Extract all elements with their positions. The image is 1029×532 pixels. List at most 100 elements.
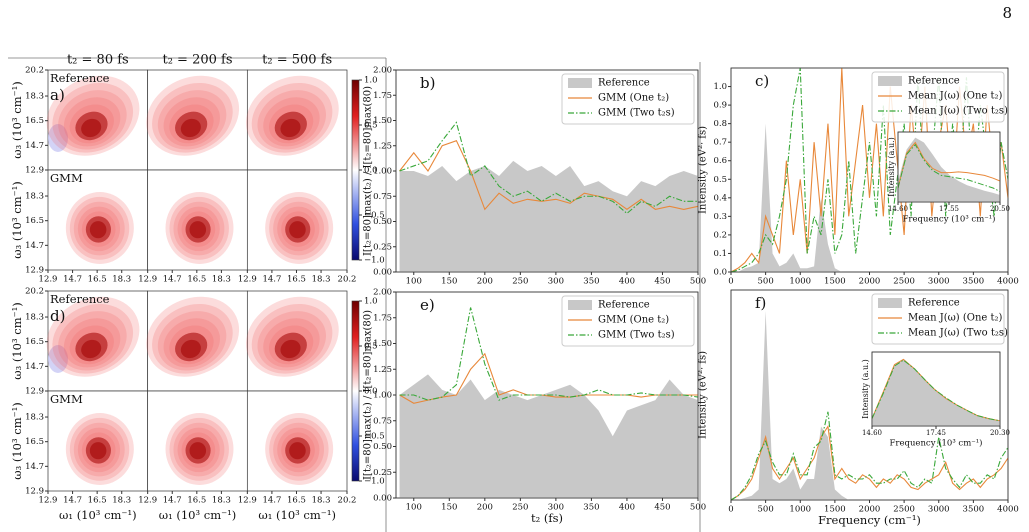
- y-tick-label: 0.9: [713, 101, 727, 111]
- y-tick-label: 1.75: [373, 313, 392, 323]
- colorbar-tick-label: −0.5: [364, 211, 385, 221]
- colorbar-tick-label: 1.0: [364, 297, 378, 307]
- y-tick-label: 14.7: [25, 241, 44, 251]
- x-tick-label: 500: [690, 503, 706, 513]
- line-series: [730, 411, 1009, 501]
- x-tick-label: 250: [512, 277, 528, 287]
- y-axis-label: ω₃ (10³ cm⁻¹): [10, 181, 24, 259]
- x-tick-label: 2000: [859, 277, 881, 287]
- x-tick-label: 12.9: [138, 496, 157, 506]
- y-tick-label: 0.3: [713, 212, 727, 222]
- legend: [871, 71, 1005, 123]
- x-tick-label: 16.5: [287, 275, 306, 285]
- colorbar-tick-label: 0.5: [364, 121, 378, 131]
- legend-label: GMM (One t₂): [598, 93, 669, 104]
- row-label: GMM: [50, 392, 83, 406]
- x-tick-label: 4000: [997, 277, 1019, 287]
- line-series: [897, 143, 1001, 192]
- colorbar-tick-label: 0.0: [364, 166, 378, 176]
- x-tick-label: 300: [548, 277, 564, 287]
- colorbar-tick-label: −1.0: [364, 256, 385, 266]
- column-title: t₂ = 80 fs: [67, 53, 129, 68]
- y-axis-label: I[t₂=80]max(t₂) / I[t₂=80]max(80): [363, 86, 374, 256]
- x-tick-label: 20.2: [338, 496, 357, 506]
- x-tick-label: 0: [728, 277, 733, 287]
- y-tick-label: 1.50: [373, 339, 392, 349]
- y-tick-label: 0.4: [713, 193, 727, 203]
- x-tick-label: 12.9: [238, 496, 257, 506]
- x-axis-label: t₂ (fs): [531, 511, 563, 525]
- x-tick-label: 400: [619, 277, 635, 287]
- x-tick-label: 12.9: [39, 496, 58, 506]
- x-tick-label: 100: [406, 277, 422, 287]
- contour-blob: [189, 442, 207, 460]
- x-tick-label: 0: [728, 505, 733, 515]
- y-tick-label: 0.25: [373, 468, 392, 478]
- x-axis-label: Frequency (10³ cm⁻¹): [890, 438, 983, 449]
- y-tick-label: 14.7: [25, 141, 44, 151]
- x-tick-label: 250: [512, 503, 528, 513]
- y-tick-label: 0.75: [373, 416, 392, 426]
- row-label: GMM: [50, 171, 83, 185]
- x-axis-label: ω₁ (10³ cm⁻¹): [159, 508, 237, 522]
- row-label: Reference: [50, 71, 110, 85]
- legend-label: GMM (Two t₂s): [598, 108, 675, 119]
- y-tick-label: 0.5: [713, 175, 727, 185]
- x-tick-label: 16.5: [287, 496, 306, 506]
- colorbar-tick-label: −0.5: [364, 432, 385, 442]
- y-axis-label: Intensity (eV²· fs): [698, 126, 709, 214]
- y-tick-label: 0.7: [713, 138, 727, 148]
- area-series: [399, 160, 698, 272]
- y-tick-label: 14.7: [25, 362, 44, 372]
- contour-blob: [89, 442, 107, 460]
- y-tick-label: 16.5: [25, 337, 44, 347]
- y-tick-label: 0.8: [713, 119, 727, 129]
- panel-label: f): [755, 294, 766, 312]
- contour-blob: [289, 442, 306, 460]
- y-tick-label: 18.3: [25, 192, 44, 202]
- x-tick-label: 200: [477, 503, 493, 513]
- x-tick-label: 450: [654, 503, 670, 513]
- page-number: 8: [1002, 4, 1012, 22]
- x-axis-label: Frequency (10³ cm⁻¹): [903, 214, 996, 225]
- y-tick-label: 12.9: [25, 166, 44, 176]
- colorbar-tick-label: 0.5: [364, 342, 378, 352]
- line-series: [399, 121, 698, 215]
- legend-swatch: [878, 298, 902, 308]
- x-tick-label: 12.9: [39, 275, 58, 285]
- y-axis-label: Intensity (a.u.): [887, 137, 896, 197]
- y-tick-label: 1.25: [373, 365, 392, 375]
- x-tick-label: 300: [548, 503, 564, 513]
- contour-blob: [89, 221, 107, 239]
- x-tick-label: 500: [690, 277, 706, 287]
- y-tick-label: 0.00: [373, 268, 392, 278]
- contour-blob: [81, 118, 102, 138]
- y-tick-label: 0.50: [373, 217, 392, 227]
- y-tick-label: 12.9: [25, 266, 44, 276]
- x-tick-label: 18.3: [312, 496, 331, 506]
- contour-blob: [189, 221, 207, 239]
- x-tick-label: 14.60: [888, 205, 908, 213]
- x-tick-label: 20.50: [990, 205, 1010, 213]
- x-tick-label: 18.3: [312, 275, 331, 285]
- x-tick-label: 3000: [928, 277, 950, 287]
- y-tick-label: 1.00: [373, 167, 392, 177]
- y-tick-label: 1.25: [373, 141, 392, 151]
- legend: [871, 293, 1005, 345]
- x-tick-label: 18.3: [212, 496, 231, 506]
- x-tick-label: 1500: [824, 277, 846, 287]
- contour-blob: [289, 221, 306, 239]
- x-tick-label: 14.7: [262, 275, 281, 285]
- column-title: t₂ = 500 fs: [262, 53, 332, 68]
- x-tick-label: 500: [758, 277, 774, 287]
- y-axis-label: ω₃ (10³ cm⁻¹): [10, 81, 24, 159]
- x-tick-label: 400: [619, 503, 635, 513]
- x-tick-label: 20.30: [990, 429, 1010, 437]
- y-tick-label: 0.50: [373, 442, 392, 452]
- cell-frame: [147, 69, 248, 171]
- contour-blob: [280, 339, 301, 359]
- legend-label: Mean J(ω) (Two t₂s): [908, 328, 1008, 339]
- y-tick-label: 14.7: [25, 462, 44, 472]
- y-axis-label: ω₃ (10³ cm⁻¹): [10, 302, 24, 380]
